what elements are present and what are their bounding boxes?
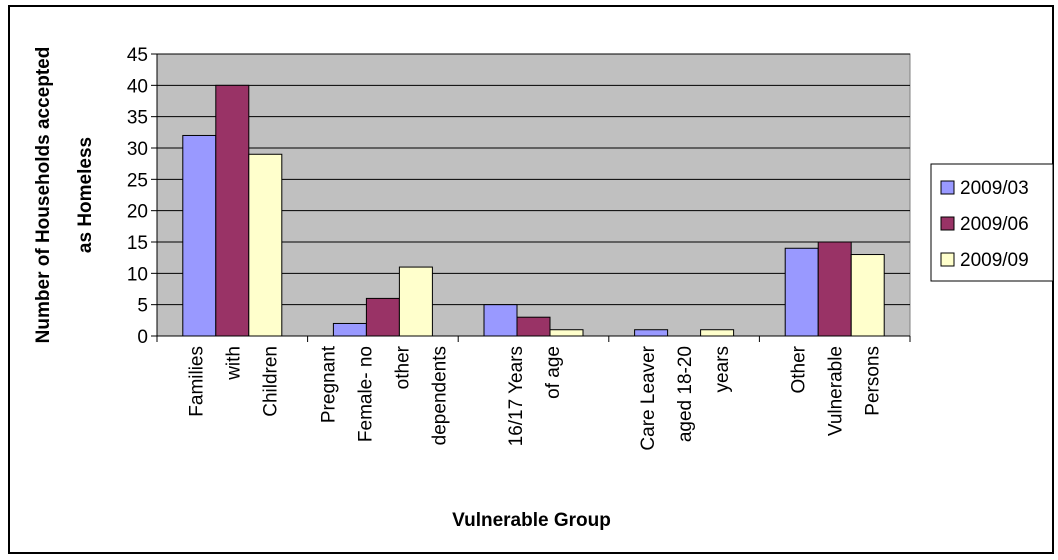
y-axis-title: Number of Households accepted as Homeless: [33, 47, 96, 344]
x-tick-label: Other: [789, 345, 810, 393]
x-tick-label: Vulnerable: [826, 346, 847, 436]
y-axis-title-line: as Homeless: [75, 137, 96, 253]
bar-2009-09-cat3: [700, 329, 735, 337]
x-tick-label: dependents: [429, 346, 450, 445]
x-tick-label: of age: [543, 346, 564, 399]
y-tick-label: 25: [127, 170, 148, 191]
y-tick-label: 20: [127, 202, 148, 223]
x-tick-label: Persons: [863, 346, 884, 416]
x-axis-title: Vulnerable Group: [452, 510, 611, 531]
legend-label: 2009/03: [960, 178, 1029, 199]
y-tick-label: 10: [127, 264, 148, 285]
bar-2009-09-cat4: [850, 254, 885, 337]
bar-2009-03-cat0: [182, 134, 217, 337]
x-tick-label: Pregnant: [318, 345, 339, 423]
x-tick-label: years: [712, 346, 733, 392]
y-tick-label: 15: [127, 233, 148, 254]
bar-2009-09-cat1: [398, 266, 433, 337]
y-tick-label: 40: [127, 76, 148, 97]
bar-2009-03-cat3: [634, 329, 669, 337]
bar-2009-03-cat1: [332, 322, 367, 337]
x-tick-label: Families: [186, 346, 207, 417]
x-tick-label: Care Leaver: [638, 345, 659, 450]
legend-swatch: [940, 252, 955, 267]
legend-label: 2009/09: [960, 250, 1029, 271]
legend: 2009/03 2009/06 2009/09: [930, 163, 1054, 282]
y-axis-title-line: Number of Households accepted: [33, 47, 54, 344]
y-tick-label: 35: [127, 108, 148, 129]
bar-2009-03-cat2: [483, 304, 518, 337]
x-tick-label: with: [223, 346, 244, 381]
x-tick-label: Children: [260, 346, 281, 417]
legend-swatch: [940, 180, 955, 195]
plot-background: [156, 53, 911, 337]
x-tick-label: other: [392, 345, 413, 389]
bar-2009-06-cat4: [817, 241, 852, 337]
y-tick-label: 45: [127, 45, 148, 66]
bar-2009-06-cat0: [215, 84, 250, 337]
legend-label: 2009/06: [960, 214, 1029, 235]
bar-2009-06-cat1: [365, 297, 400, 337]
y-tick-label: 30: [127, 139, 148, 160]
x-tick-label: aged 18-20: [675, 346, 696, 442]
bar-2009-06-cat2: [516, 316, 551, 337]
x-tick-label: Female- no: [355, 346, 376, 442]
bar-2009-03-cat4: [784, 247, 819, 337]
legend-swatch: [940, 216, 955, 231]
bar-2009-09-cat2: [549, 329, 584, 337]
plot-area: 0 5 10 15 20 25 30 35 40 45 Families with Children Pr…: [127, 45, 911, 451]
y-tick-label: 0: [137, 327, 148, 348]
bar-2009-09-cat0: [248, 153, 283, 337]
y-tick-label: 5: [137, 296, 148, 317]
x-tick-label: 16/17 Years: [506, 346, 527, 446]
